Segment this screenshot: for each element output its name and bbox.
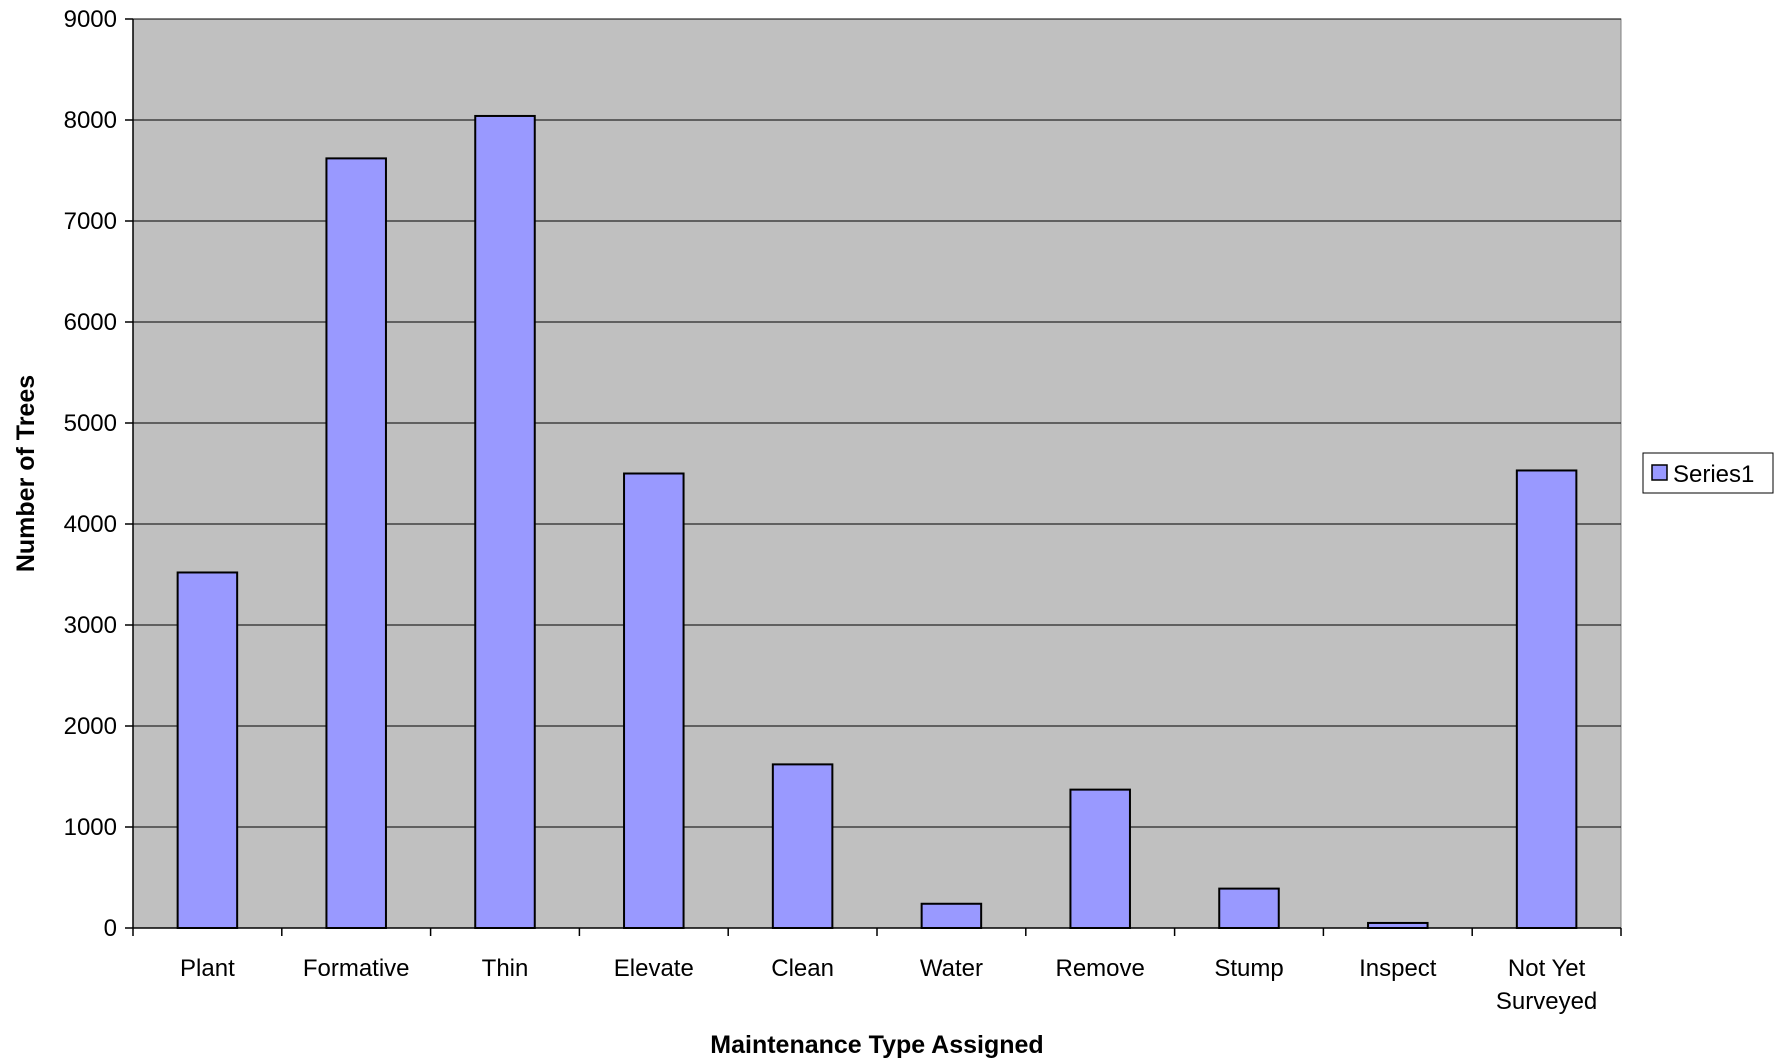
x-tick-label: Thin xyxy=(482,955,529,982)
x-tick-label: Water xyxy=(920,955,983,982)
bar xyxy=(1367,921,1429,930)
bar xyxy=(1218,887,1280,929)
bars xyxy=(176,114,1578,930)
bar xyxy=(1069,788,1131,929)
y-axis-ticks: 0 1000 2000 3000 4000 5000 6000 7000 8000 9000 xyxy=(64,6,133,942)
bar xyxy=(176,571,239,929)
y-tick-label: 1000 xyxy=(64,814,117,841)
y-tick-label: 3000 xyxy=(64,612,117,639)
x-tick-label: Not Yet Surveyed xyxy=(1496,955,1597,1015)
y-axis-title: Number of Trees xyxy=(12,375,40,572)
bar xyxy=(325,157,387,929)
x-axis-title: Maintenance Type Assigned xyxy=(710,1031,1043,1059)
bar xyxy=(771,763,834,929)
legend-swatch xyxy=(1651,464,1668,481)
y-tick-label: 2000 xyxy=(64,713,117,740)
bar xyxy=(1515,469,1578,929)
x-tick-label: Inspect xyxy=(1359,955,1437,982)
y-tick-label: 5000 xyxy=(64,410,117,437)
x-tick-label: Plant xyxy=(180,955,235,982)
x-tick-label: Formative xyxy=(303,955,410,982)
x-axis-ticks: Plant Formative Thin Elevate Clean Water Remov… xyxy=(132,928,1622,1015)
y-tick-label: 8000 xyxy=(64,107,117,134)
y-tick-label: 6000 xyxy=(64,309,117,336)
x-tick-label: Stump xyxy=(1214,955,1283,982)
bar xyxy=(474,114,536,929)
bar xyxy=(623,472,685,929)
bar xyxy=(920,902,983,930)
x-tick-label: Elevate xyxy=(614,955,694,982)
legend-label: Series1 xyxy=(1673,461,1754,488)
y-tick-label: 7000 xyxy=(64,208,117,235)
legend: Series1 xyxy=(1642,452,1774,494)
x-tick-label: Remove xyxy=(1056,955,1145,982)
y-tick-label: 4000 xyxy=(64,511,117,538)
x-tick-label: Clean xyxy=(771,955,834,982)
y-tick-label: 9000 xyxy=(64,6,117,33)
y-tick-label: 0 xyxy=(104,915,117,942)
